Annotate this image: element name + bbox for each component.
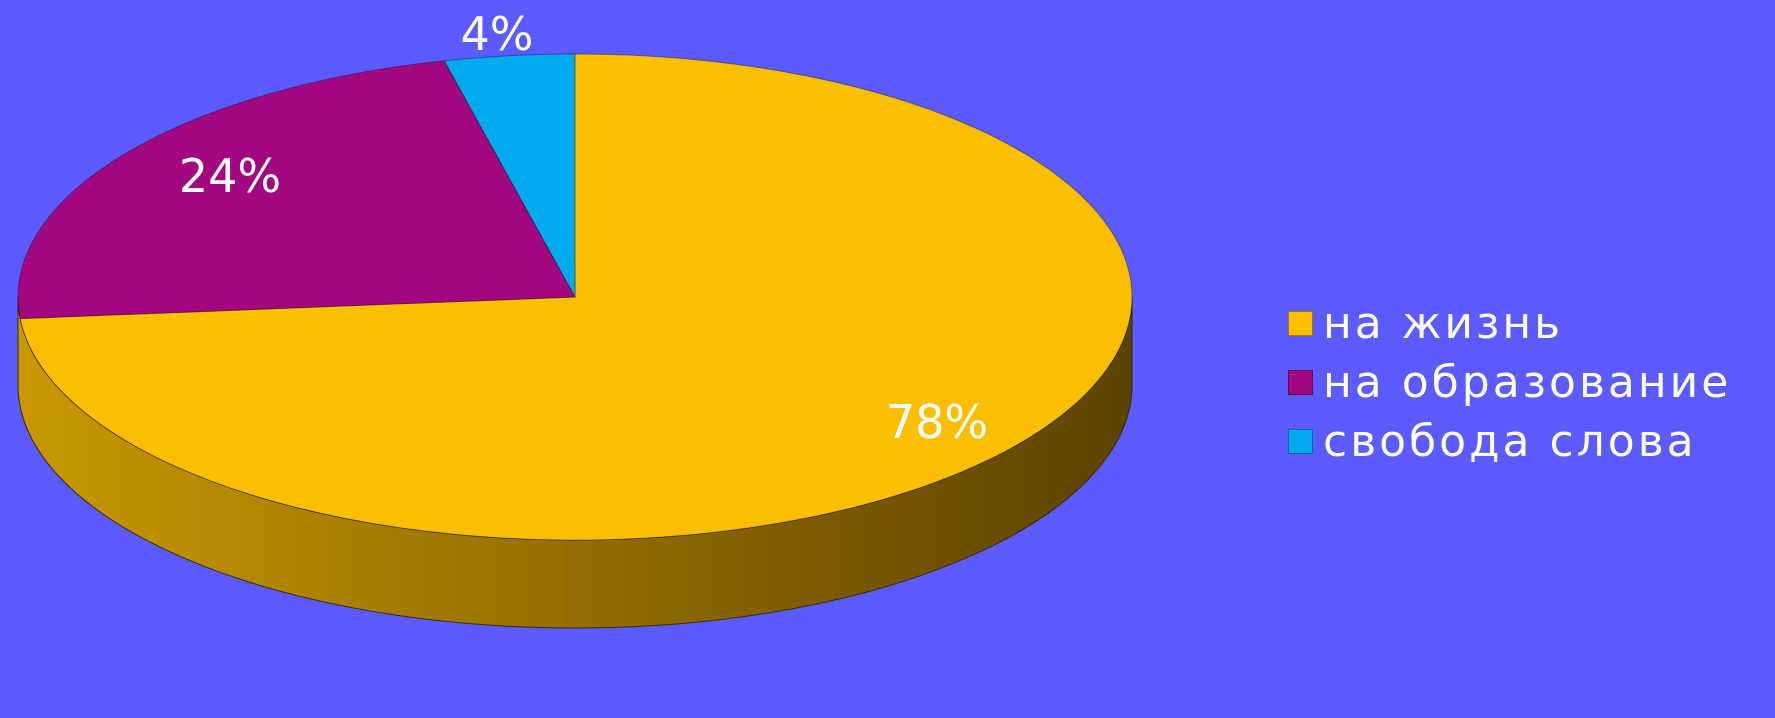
pie-slice-freedom-of-speech bbox=[443, 53, 576, 299]
legend-swatch bbox=[1288, 311, 1313, 336]
data-label-life: 78% bbox=[886, 395, 988, 449]
data-label-freedom-of-speech: 4% bbox=[461, 7, 534, 61]
legend: на жизнь на образование свобода слова bbox=[1288, 298, 1731, 475]
legend-swatch bbox=[1288, 429, 1313, 454]
data-label-education: 24% bbox=[179, 149, 281, 203]
legend-label: на жизнь bbox=[1323, 298, 1564, 349]
pie-slice-life bbox=[19, 53, 1133, 541]
legend-item-life: на жизнь bbox=[1288, 298, 1731, 349]
legend-item-freedom-of-speech: свобода слова bbox=[1288, 416, 1731, 467]
legend-label: на образование bbox=[1323, 357, 1732, 408]
pie-slices bbox=[17, 53, 1133, 541]
legend-item-education: на образование bbox=[1288, 357, 1731, 408]
pie-slice-education bbox=[17, 60, 576, 320]
legend-swatch bbox=[1288, 370, 1313, 395]
legend-label: свобода слова bbox=[1323, 416, 1697, 467]
pie-data-labels: 78% 24% 4% bbox=[179, 7, 988, 449]
